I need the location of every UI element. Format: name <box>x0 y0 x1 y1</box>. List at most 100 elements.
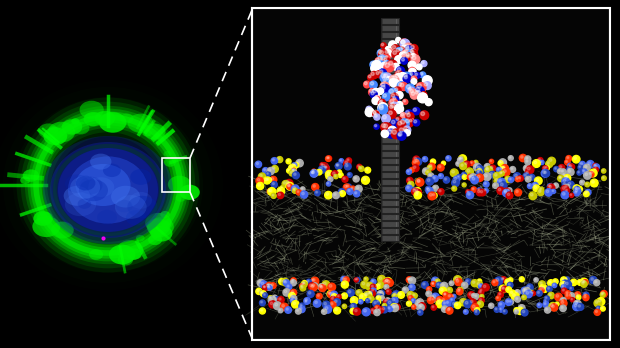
Circle shape <box>347 173 352 177</box>
Circle shape <box>521 287 529 295</box>
Circle shape <box>574 304 577 307</box>
Circle shape <box>377 291 383 297</box>
Circle shape <box>550 304 553 307</box>
Bar <box>381 221 399 227</box>
Circle shape <box>423 283 425 285</box>
Circle shape <box>375 284 380 289</box>
Circle shape <box>307 280 309 282</box>
Circle shape <box>441 306 448 312</box>
Circle shape <box>480 299 482 301</box>
Circle shape <box>489 303 494 308</box>
Circle shape <box>479 285 481 286</box>
Circle shape <box>461 300 464 302</box>
Circle shape <box>374 114 380 120</box>
Circle shape <box>323 282 326 285</box>
Circle shape <box>474 310 479 315</box>
Ellipse shape <box>130 192 152 209</box>
Circle shape <box>396 74 399 78</box>
Circle shape <box>448 288 450 290</box>
Circle shape <box>458 288 460 290</box>
Circle shape <box>531 291 536 295</box>
Circle shape <box>291 278 296 283</box>
Circle shape <box>508 278 513 283</box>
Circle shape <box>331 297 334 299</box>
Circle shape <box>296 308 301 314</box>
Circle shape <box>574 187 580 192</box>
Circle shape <box>562 278 564 280</box>
Circle shape <box>546 190 549 193</box>
Circle shape <box>534 177 542 184</box>
Circle shape <box>526 284 533 291</box>
Ellipse shape <box>128 114 154 133</box>
Circle shape <box>484 188 488 193</box>
Circle shape <box>542 166 548 171</box>
Circle shape <box>335 164 340 168</box>
Circle shape <box>350 296 358 304</box>
Circle shape <box>328 291 335 298</box>
Circle shape <box>479 291 481 293</box>
Circle shape <box>448 295 450 297</box>
Circle shape <box>272 284 273 286</box>
Circle shape <box>381 130 389 137</box>
Circle shape <box>405 46 413 54</box>
Circle shape <box>370 89 373 93</box>
Circle shape <box>497 297 498 299</box>
Circle shape <box>381 307 388 313</box>
Circle shape <box>376 58 379 61</box>
Circle shape <box>398 132 402 136</box>
Circle shape <box>385 63 389 68</box>
Circle shape <box>280 185 285 190</box>
Circle shape <box>391 79 399 88</box>
Circle shape <box>428 173 434 179</box>
Circle shape <box>451 299 453 300</box>
Circle shape <box>463 175 467 179</box>
Circle shape <box>476 309 477 310</box>
Circle shape <box>312 279 314 281</box>
Circle shape <box>430 164 432 167</box>
Ellipse shape <box>130 169 151 185</box>
Circle shape <box>360 167 361 169</box>
Circle shape <box>380 84 389 94</box>
Circle shape <box>383 73 392 82</box>
Circle shape <box>301 286 303 288</box>
Circle shape <box>263 285 267 290</box>
Circle shape <box>378 307 384 313</box>
Circle shape <box>414 166 416 168</box>
Circle shape <box>409 62 412 65</box>
Circle shape <box>326 156 331 161</box>
Circle shape <box>547 184 553 189</box>
Circle shape <box>271 158 278 164</box>
Circle shape <box>498 161 503 166</box>
Circle shape <box>285 180 293 187</box>
Circle shape <box>410 55 414 58</box>
Circle shape <box>568 182 571 185</box>
Circle shape <box>391 297 398 304</box>
Circle shape <box>424 82 428 86</box>
Circle shape <box>455 278 462 286</box>
Circle shape <box>578 187 580 189</box>
Circle shape <box>469 293 472 295</box>
Circle shape <box>293 302 296 304</box>
Circle shape <box>380 291 382 293</box>
Circle shape <box>544 296 549 301</box>
Circle shape <box>603 177 604 178</box>
Circle shape <box>594 168 596 170</box>
Circle shape <box>376 296 381 301</box>
Circle shape <box>293 164 294 165</box>
Circle shape <box>278 308 283 313</box>
Circle shape <box>384 74 388 78</box>
Circle shape <box>376 72 379 74</box>
Circle shape <box>283 182 286 184</box>
Circle shape <box>601 176 606 181</box>
Ellipse shape <box>33 211 53 226</box>
Circle shape <box>478 280 480 281</box>
Circle shape <box>386 279 388 282</box>
Circle shape <box>413 294 415 296</box>
Circle shape <box>393 294 394 296</box>
Circle shape <box>446 157 448 158</box>
Circle shape <box>509 157 511 158</box>
Ellipse shape <box>23 169 39 182</box>
Circle shape <box>320 167 322 170</box>
Circle shape <box>566 156 572 161</box>
Circle shape <box>467 174 473 180</box>
